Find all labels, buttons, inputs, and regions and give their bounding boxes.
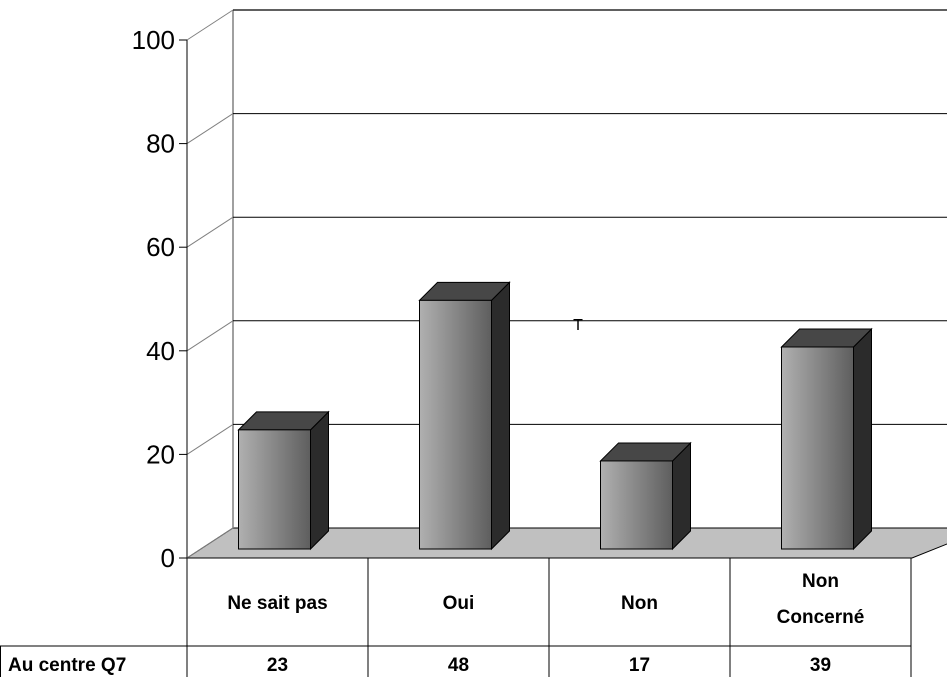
bar-side	[491, 281, 510, 551]
series-label: Au centre Q7	[8, 655, 126, 676]
data-label: 48	[448, 655, 469, 676]
side-wall-gridline	[186, 216, 234, 248]
bar-front	[781, 346, 854, 550]
bar-front	[238, 429, 311, 550]
chart-annotation: T	[573, 317, 583, 334]
bar-front	[419, 299, 492, 550]
data-label: 39	[810, 655, 831, 676]
bar-4	[780, 327, 873, 551]
y-tick-label: 80	[146, 129, 175, 159]
y-tick-label: 20	[146, 439, 175, 469]
side-wall-gridline	[186, 9, 234, 41]
data-label: 17	[629, 655, 650, 676]
y-axis: 0 20 40 60 80 100	[132, 25, 188, 573]
side-wall-gridline	[186, 113, 234, 145]
bar-front	[600, 460, 673, 550]
category-label: Concerné	[777, 607, 865, 628]
bar-side	[310, 410, 329, 551]
y-tick-label: 60	[146, 232, 175, 262]
category-label: Non	[621, 593, 658, 614]
bars	[237, 281, 873, 551]
side-wall-gridline	[186, 527, 234, 559]
y-tick-label: 0	[161, 543, 175, 573]
bar-2	[418, 281, 511, 551]
category-label: Non	[802, 571, 839, 592]
y-tick-label: 40	[146, 336, 175, 366]
side-wall-gridline	[186, 423, 234, 455]
category-label: Oui	[443, 593, 475, 614]
bar-side	[853, 327, 872, 551]
bar-1	[237, 410, 330, 551]
y-tick-label: 100	[132, 25, 175, 55]
bar-3	[599, 441, 692, 551]
plot-walls	[185, 9, 947, 559]
side-wall-gridline	[186, 320, 234, 352]
data-label: 23	[267, 655, 288, 676]
category-label: Ne sait pas	[227, 593, 327, 614]
data-table: Au centre Q7 Ne sait pas 23 Oui 48 Non 17 Non Co…	[0, 558, 912, 677]
